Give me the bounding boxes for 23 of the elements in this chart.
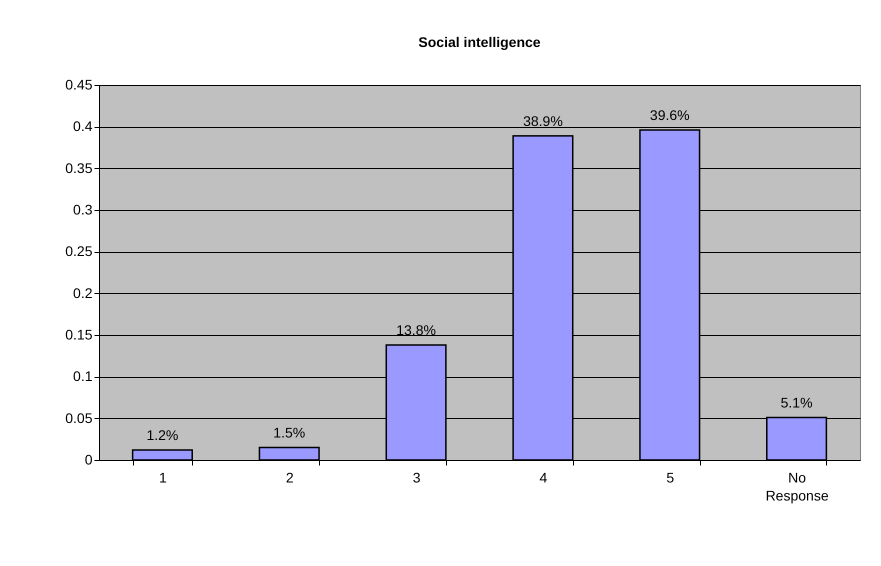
x-tick-label: 3 xyxy=(412,470,421,486)
y-tick-label: 0.1 xyxy=(73,368,93,384)
data-label: 38.9% xyxy=(523,112,563,129)
y-tick-label: 0.15 xyxy=(65,326,93,342)
y-tick-label: 0.25 xyxy=(65,243,93,260)
x-tick-label: 1 xyxy=(159,470,168,486)
data-label: 1.2% xyxy=(146,427,178,443)
data-label: 5.1% xyxy=(780,394,813,410)
x-tick-label: No Response xyxy=(766,470,829,504)
y-tick-label: 0.2 xyxy=(73,284,93,301)
data-label: 1.5% xyxy=(273,424,306,440)
x-tick-label: 4 xyxy=(540,470,548,486)
data-label: 13.8% xyxy=(396,322,436,338)
x-tick-label: 2 xyxy=(286,470,294,486)
y-tick-label: 0 xyxy=(84,452,93,468)
data-label: 39.6% xyxy=(650,107,690,123)
y-tick-label: 0.3 xyxy=(73,202,93,218)
chart-title: Social intelligence xyxy=(418,34,541,50)
x-tick-label: 5 xyxy=(666,470,674,486)
y-tick-label: 0.45 xyxy=(65,76,93,92)
y-tick-label: 0.05 xyxy=(65,410,93,426)
y-tick-label: 0.35 xyxy=(65,160,93,176)
y-tick-label: 0.4 xyxy=(73,118,93,134)
